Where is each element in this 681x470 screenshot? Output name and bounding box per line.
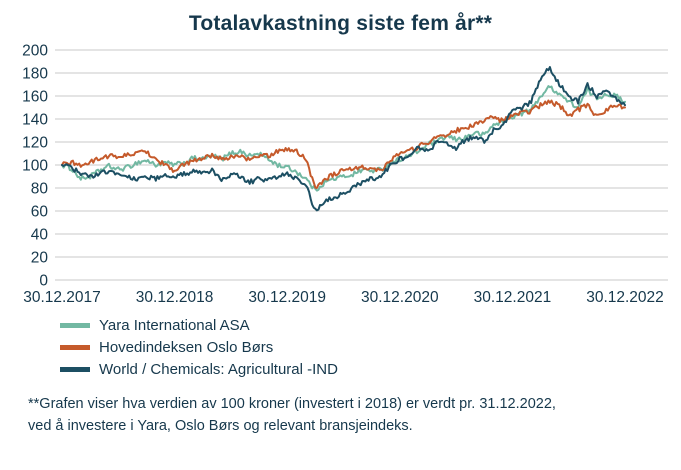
x-axis-tick-label: 30.12.2021: [474, 289, 552, 306]
y-axis-tick-label: 140: [22, 112, 48, 129]
legend-label: Hovedindeksen Oslo Børs: [99, 338, 274, 356]
legend-item: Yara International ASA: [60, 314, 681, 336]
y-axis-tick-label: 0: [39, 273, 48, 290]
legend-label: World / Chemicals: Agricultural -IND: [99, 360, 338, 378]
chart-plot-area: 0 20 40 60 80 100 120 140 160 180 200 30.12.2017 30.…: [0, 38, 681, 310]
y-axis-tick-label: 20: [31, 250, 49, 267]
y-axis-tick-label: 200: [22, 43, 48, 60]
x-axis-tick-label: 30.12.2020: [361, 289, 439, 306]
legend-item: World / Chemicals: Agricultural -IND: [60, 358, 681, 380]
y-axis-tick-label: 180: [22, 66, 48, 83]
series-line-2: [61, 99, 626, 189]
legend-item: Hovedindeksen Oslo Børs: [60, 336, 681, 358]
legend-swatch: [60, 322, 90, 328]
chart-title: Totalavkastning siste fem år**: [188, 12, 493, 35]
footnote-line-1: **Grafen viser hva verdien av 100 kroner…: [28, 396, 556, 412]
footnote-line-2: ved å investere i Yara, Oslo Børs og rel…: [28, 417, 413, 434]
y-axis-tick-label: 100: [22, 158, 48, 175]
line-chart: 0 20 40 60 80 100 120 140 160 180 200 30.12.2017 30.…: [22, 43, 668, 306]
legend-label: Yara International ASA: [99, 316, 250, 334]
legend-swatch: [60, 366, 90, 372]
y-axis-tick-label: 60: [31, 204, 49, 221]
chart-footnote: **Grafen viser hva verdien av 100 kroner…: [28, 394, 681, 438]
x-axis-tick-label: 30.12.2018: [136, 289, 214, 306]
y-axis-tick-label: 80: [31, 181, 49, 198]
legend-swatch: [60, 344, 90, 350]
chart-legend: Yara International ASA Hovedindeksen Oslo…: [60, 314, 681, 380]
y-axis-tick-label: 160: [22, 89, 48, 106]
chart-card: Totalavkastning siste fem år** 0 20 40 60 80…: [0, 12, 681, 470]
y-axis-tick-label: 40: [31, 227, 49, 244]
y-axis-tick-label: 120: [22, 135, 48, 152]
x-axis-tick-label: 30.12.2019: [248, 289, 326, 306]
series-line-1: [61, 85, 626, 192]
x-axis-tick-label: 30.12.2022: [586, 289, 664, 306]
series-line-3: [61, 66, 626, 212]
x-axis-tick-label: 30.12.2017: [23, 289, 101, 306]
